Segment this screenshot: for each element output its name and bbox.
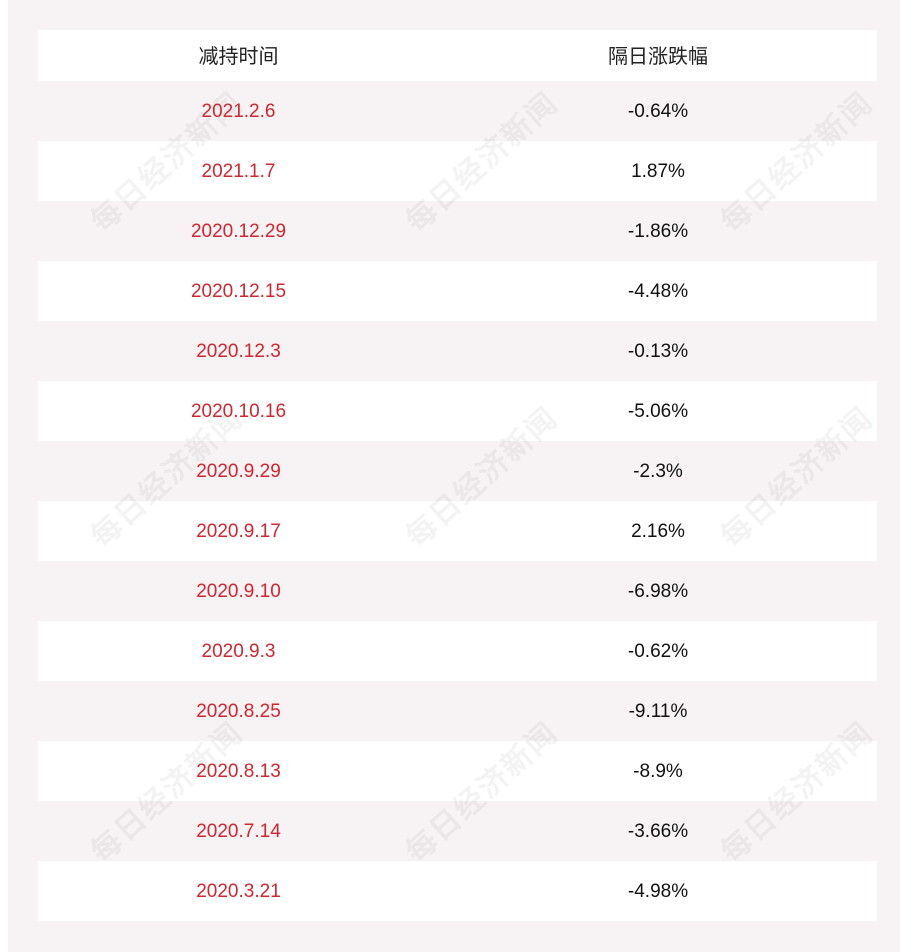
next-day-change-cell: -5.06% bbox=[627, 400, 689, 422]
reduction-date-cell: 2020.12.29 bbox=[190, 220, 287, 242]
table-row: 2020.12.15 -4.48% bbox=[38, 261, 877, 321]
table-row: 2020.3.21 -4.98% bbox=[38, 861, 877, 921]
next-day-change-cell: -2.3% bbox=[633, 460, 683, 482]
table-row: 2020.9.3 -0.62% bbox=[38, 621, 877, 681]
reduction-date-cell: 2021.2.6 bbox=[201, 100, 276, 122]
reduction-date-cell: 2020.7.14 bbox=[196, 820, 281, 842]
reduction-date-cell: 2020.12.15 bbox=[190, 280, 287, 302]
table-row: 2020.12.29 -1.86% bbox=[38, 201, 877, 261]
reduction-date-cell: 2020.12.3 bbox=[196, 340, 281, 362]
table-row: 2020.9.29 -2.3% bbox=[38, 441, 877, 501]
next-day-change-cell: 2.16% bbox=[631, 520, 685, 542]
next-day-change-cell: -0.13% bbox=[627, 340, 689, 362]
next-day-change-cell: 1.87% bbox=[631, 160, 685, 182]
table-row: 2020.9.17 2.16% bbox=[38, 501, 877, 561]
table-row: 2020.8.25 -9.11% bbox=[38, 681, 877, 741]
table-row: 2020.9.10 -6.98% bbox=[38, 561, 877, 621]
reduction-date-cell: 2020.9.29 bbox=[196, 460, 281, 482]
next-day-change-cell: -8.9% bbox=[633, 760, 683, 782]
table-row: 2020.7.14 -3.66% bbox=[38, 801, 877, 861]
next-day-change-cell: -3.66% bbox=[627, 820, 689, 842]
table-row: 2020.10.16 -5.06% bbox=[38, 381, 877, 441]
next-day-change-cell: -4.48% bbox=[627, 280, 689, 302]
next-day-change-cell: -6.98% bbox=[627, 580, 689, 602]
next-day-change-cell: -0.64% bbox=[627, 100, 689, 122]
reduction-date-cell: 2020.8.13 bbox=[196, 760, 281, 782]
table-row: 2020.8.13 -8.9% bbox=[38, 741, 877, 801]
next-day-change-cell: -0.62% bbox=[627, 640, 689, 662]
table-header-row: 减持时间 隔日涨跌幅 bbox=[38, 30, 877, 81]
next-day-change-cell: -4.98% bbox=[627, 880, 689, 902]
reduction-date-cell: 2020.9.17 bbox=[196, 520, 281, 542]
reduction-date-cell: 2020.9.3 bbox=[201, 640, 276, 662]
reduction-date-cell: 2020.3.21 bbox=[196, 880, 281, 902]
table-row: 2021.1.7 1.87% bbox=[38, 141, 877, 201]
reduction-date-cell: 2020.9.10 bbox=[196, 580, 281, 602]
reduction-date-cell: 2021.1.7 bbox=[201, 160, 276, 182]
reduction-table: 减持时间 隔日涨跌幅 2021.2.6 -0.64% 2021.1.7 1.87% 20… bbox=[38, 30, 877, 921]
reduction-date-cell: 2020.8.25 bbox=[196, 700, 281, 722]
next-day-change-cell: -9.11% bbox=[628, 700, 688, 722]
reduction-date-cell: 2020.10.16 bbox=[190, 400, 287, 422]
table-row: 2020.12.3 -0.13% bbox=[38, 321, 877, 381]
header-next-day-change: 隔日涨跌幅 bbox=[608, 43, 708, 68]
table-row: 2021.2.6 -0.64% bbox=[38, 81, 877, 141]
header-reduction-date: 减持时间 bbox=[198, 43, 279, 68]
next-day-change-cell: -1.86% bbox=[627, 220, 689, 242]
